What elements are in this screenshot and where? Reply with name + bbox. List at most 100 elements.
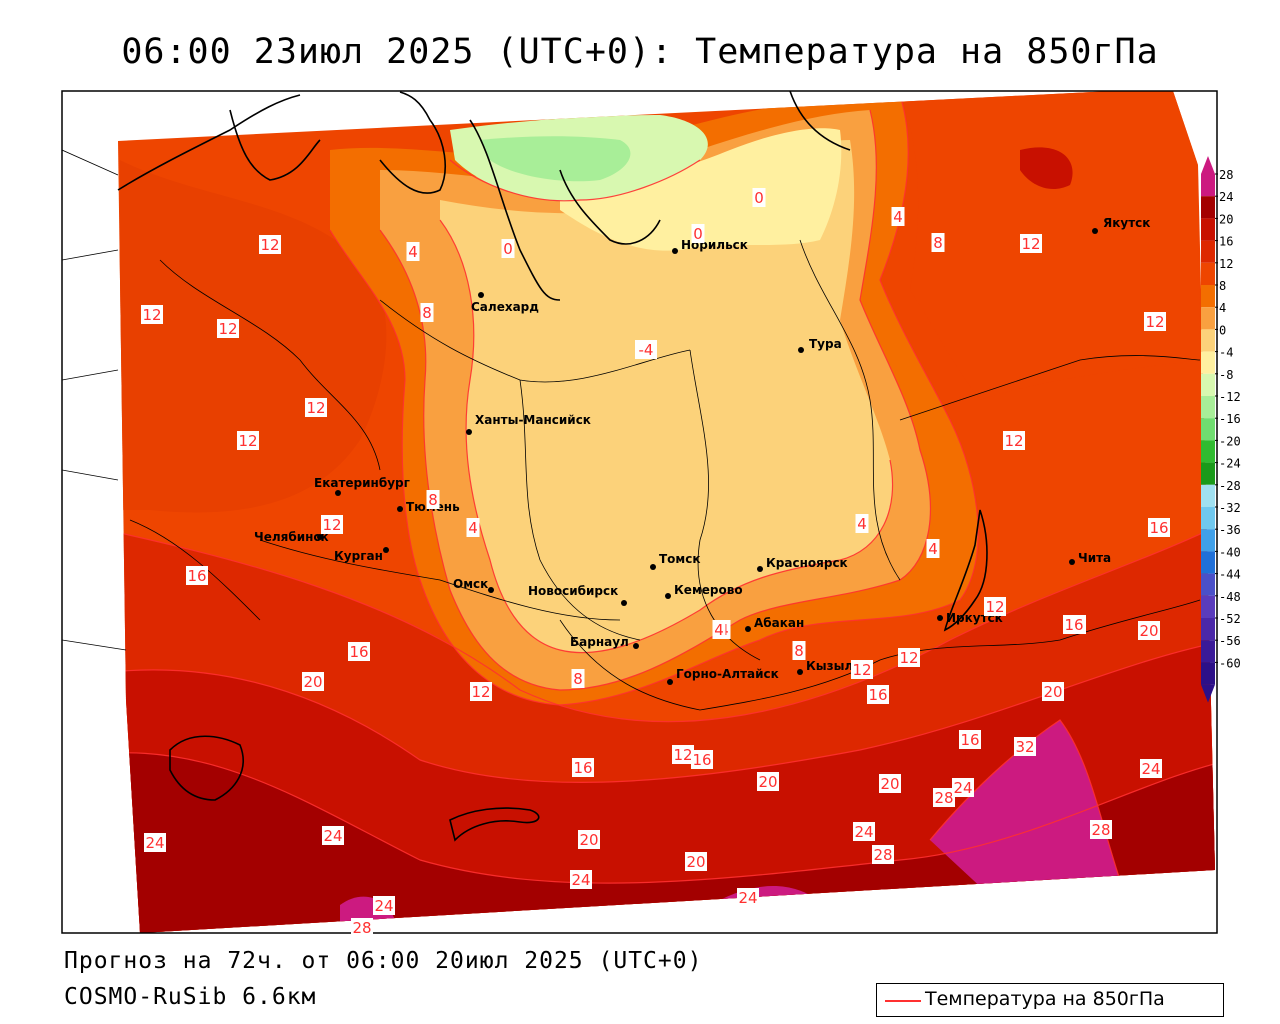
colorbar-swatch xyxy=(1201,462,1215,485)
isotherm-label: 20 xyxy=(879,774,901,793)
isotherm-label: 16 xyxy=(186,566,208,585)
city-label: Челябинск xyxy=(254,530,329,544)
isotherm-label: 12 xyxy=(898,648,920,667)
city-dot xyxy=(798,347,804,353)
city-marker: Ханты-Мансийск xyxy=(466,413,591,435)
isotherm-label: 16 xyxy=(867,685,889,704)
colorbar-bottom-arrow xyxy=(1201,684,1215,703)
isotherm-label-text: 20 xyxy=(880,775,899,793)
isotherm-label: 12 xyxy=(141,305,163,324)
isotherm-label-text: 32 xyxy=(1015,738,1034,756)
city-dot xyxy=(488,587,494,593)
isotherm-label-text: 8 xyxy=(422,304,432,322)
city-dot xyxy=(757,566,763,572)
isotherm-label: 24 xyxy=(737,888,759,907)
isotherm-label-text: 12 xyxy=(899,649,918,667)
isotherm-label: 24 xyxy=(144,833,166,852)
city-dot xyxy=(478,292,484,298)
isotherm-label-text: 0 xyxy=(693,225,703,243)
city-dot xyxy=(937,615,943,621)
city-label: Тура xyxy=(809,337,842,351)
city-marker: Томск xyxy=(650,552,701,570)
isotherm-label-text: 28 xyxy=(873,846,892,864)
isotherm-label-text: 24 xyxy=(953,779,972,797)
colorbar-tick-label: -48 xyxy=(1219,590,1241,604)
city-dot xyxy=(1092,228,1098,234)
colorbar-swatch xyxy=(1201,573,1215,596)
colorbar-tick-label: -32 xyxy=(1219,501,1241,515)
colorbar-swatch xyxy=(1201,440,1215,463)
isotherm-label-text: 16 xyxy=(692,751,711,769)
colorbar-tick-label: -12 xyxy=(1219,390,1241,404)
city-dot xyxy=(466,429,472,435)
colorbar-tick-label: 0 xyxy=(1219,323,1226,337)
colorbar-swatch xyxy=(1201,351,1215,374)
city-dot xyxy=(621,600,627,606)
isotherm-label-text: 0 xyxy=(754,189,764,207)
isotherm-label: 4 xyxy=(406,242,420,261)
isotherm-label: 20 xyxy=(1042,682,1064,701)
colorbar-tick-label: -52 xyxy=(1219,612,1241,626)
isotherm-label: 12 xyxy=(259,235,281,254)
colorbar-swatch xyxy=(1201,640,1215,663)
city-marker: Абакан xyxy=(745,616,804,632)
colorbar-swatch xyxy=(1201,396,1215,419)
city-dot xyxy=(335,490,341,496)
city-marker: Якутск xyxy=(1092,216,1150,234)
isotherm-label: 20 xyxy=(302,672,324,691)
city-dot xyxy=(383,547,389,553)
isotherm-label: 4 xyxy=(926,539,940,558)
isotherm-label-text: 20 xyxy=(303,673,322,691)
isotherm-label: 12 xyxy=(321,515,343,534)
isotherm-label-text: 12 xyxy=(852,661,871,679)
isotherm-label-text: 16 xyxy=(573,759,592,777)
city-dot xyxy=(745,626,751,632)
isotherm-label: 24 xyxy=(853,822,875,841)
isotherm-label: 12 xyxy=(851,660,873,679)
isotherm-label: 12 xyxy=(672,745,694,764)
isotherm-label: 0 xyxy=(501,239,515,258)
city-marker: Омск xyxy=(453,577,494,593)
colorbar-swatch xyxy=(1201,551,1215,574)
city-dot xyxy=(1069,559,1075,565)
city-marker: Кемерово xyxy=(665,583,743,599)
isotherm-label: 24 xyxy=(952,778,974,797)
city-dot xyxy=(633,643,639,649)
isotherm-label-text: 4 xyxy=(714,621,724,639)
legend-label: Температура на 850гПа xyxy=(925,988,1165,1010)
colorbar-tick-label: 12 xyxy=(1219,257,1233,271)
city-label: Кызыл xyxy=(806,659,853,673)
isotherm-label-text: 12 xyxy=(1004,432,1023,450)
isotherm-label: 4 xyxy=(855,514,869,533)
map-title: 06:00 23июл 2025 (UTC+0): Температура на… xyxy=(121,32,1159,72)
isotherm-label: 4 xyxy=(891,207,905,226)
isotherm-label-text: 4 xyxy=(408,243,418,261)
colorbar-swatch xyxy=(1201,507,1215,530)
isotherm-label: 20 xyxy=(757,772,779,791)
map-legend: Температура на 850гПа xyxy=(876,983,1224,1017)
isotherm-label: 24 xyxy=(373,896,395,915)
isotherm-label: 24 xyxy=(1140,759,1162,778)
isotherm-label-text: 24 xyxy=(323,827,342,845)
colorbar-tick-label: -16 xyxy=(1219,412,1241,426)
isotherm-label: -4 xyxy=(635,340,657,359)
colorbar-tick-label: 24 xyxy=(1219,190,1233,204)
isotherm-label-text: 20 xyxy=(758,773,777,791)
isotherm-label: 24 xyxy=(570,870,592,889)
isotherm-label-text: 12 xyxy=(471,683,490,701)
city-marker: Челябинск xyxy=(254,530,329,544)
city-marker: Салехард xyxy=(471,292,539,314)
colorbar-tick-label: -60 xyxy=(1219,656,1241,670)
isotherm-label: 16 xyxy=(959,730,981,749)
isotherm-label-text: 12 xyxy=(142,306,161,324)
colorbar-tick-label: -28 xyxy=(1219,479,1241,493)
isotherm-label-text: 12 xyxy=(218,320,237,338)
isotherm-label-text: -4 xyxy=(639,341,654,359)
city-marker: Кызыл xyxy=(797,659,853,675)
city-dot xyxy=(397,506,403,512)
city-label: Курган xyxy=(334,549,383,563)
isotherm-label: 8 xyxy=(426,490,440,509)
city-label: Омск xyxy=(453,577,488,591)
map-frame xyxy=(61,90,1218,934)
colorbar-tick-label: -56 xyxy=(1219,634,1241,648)
